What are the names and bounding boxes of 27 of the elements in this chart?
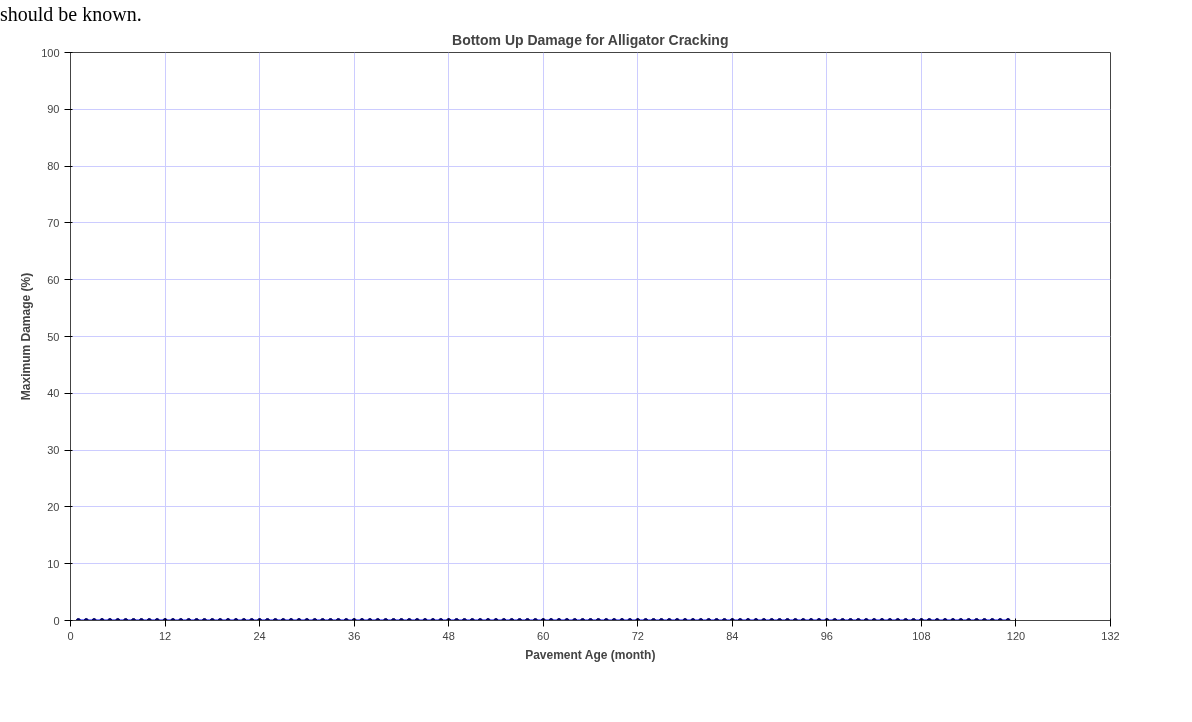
x-tick-label: 36 — [348, 629, 361, 642]
y-tick-label: 50 — [47, 330, 60, 343]
x-tick-label: 0 — [67, 629, 74, 642]
x-tick-label: 120 — [1006, 629, 1026, 642]
x-tick-label: 108 — [912, 629, 931, 642]
x-axis-title: Pavement Age (month) — [525, 647, 656, 662]
x-tick-label: 72 — [631, 629, 644, 642]
x-tick-label: 96 — [820, 629, 833, 642]
y-tick-label: 10 — [47, 557, 60, 570]
x-tick-label: 24 — [253, 629, 266, 642]
x-tick-label: 84 — [726, 629, 739, 642]
x-tick-label: 132 — [1101, 629, 1120, 642]
chart-title: Bottom Up Damage for Alligator Cracking — [452, 31, 729, 48]
y-tick-label: 80 — [47, 160, 60, 173]
y-tick-label: 20 — [47, 500, 60, 513]
y-tick-label: 90 — [47, 103, 60, 116]
x-tick-label: 12 — [158, 629, 172, 642]
text: should be known. — [0, 2, 142, 27]
x-tick-label: 60 — [537, 629, 550, 642]
y-tick-label: 30 — [47, 444, 60, 457]
y-tick-label: 0 — [53, 614, 60, 627]
x-tick-label: 48 — [442, 629, 455, 642]
y-axis-title: Maximum Damage (%) — [19, 272, 34, 401]
y-tick-label: 60 — [47, 273, 60, 286]
y-tick-label: 100 — [41, 46, 60, 59]
y-tick-label: 40 — [47, 387, 60, 400]
y-tick-label: 70 — [47, 216, 60, 229]
